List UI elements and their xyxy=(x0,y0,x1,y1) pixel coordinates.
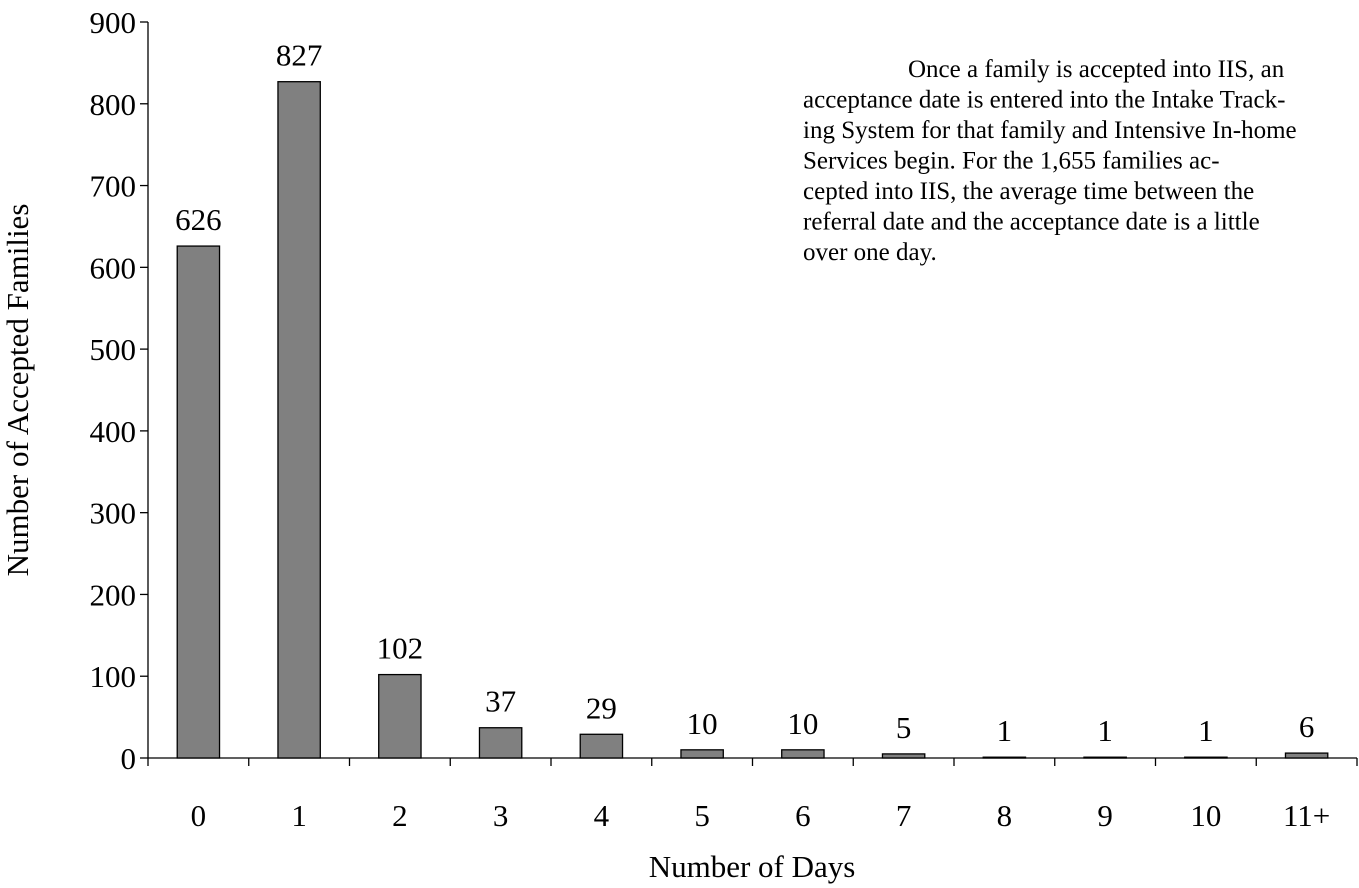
data-label: 1 xyxy=(997,713,1013,748)
x-tick-label: 9 xyxy=(1097,798,1113,833)
bar xyxy=(277,81,321,759)
bar xyxy=(982,756,1027,759)
data-label: 1 xyxy=(1198,713,1214,748)
data-label: 6 xyxy=(1299,709,1315,744)
annotation-line: ing System for that family and Intensive… xyxy=(803,117,1297,144)
y-tick-label: 600 xyxy=(90,250,137,285)
annotation-line: over one day. xyxy=(803,239,937,266)
bar xyxy=(680,749,724,759)
x-tick-label: 11+ xyxy=(1283,798,1330,833)
data-label: 29 xyxy=(586,690,617,725)
data-label: 827 xyxy=(276,38,323,73)
data-label: 37 xyxy=(485,684,516,719)
bar xyxy=(881,753,926,759)
x-tick-label: 8 xyxy=(997,798,1013,833)
annotation-line: Once a family is accepted into IIS, an xyxy=(908,56,1285,83)
y-tick-label: 400 xyxy=(90,414,137,449)
x-tick-label: 6 xyxy=(795,798,811,833)
data-label: 10 xyxy=(787,706,818,741)
y-tick-label: 300 xyxy=(90,496,137,531)
data-label: 626 xyxy=(175,202,222,237)
x-axis-title: Number of Days xyxy=(649,849,856,884)
x-tick-label: 4 xyxy=(594,798,610,833)
bar xyxy=(1184,756,1228,759)
annotation-line: acceptance date is entered into the Inta… xyxy=(803,87,1285,114)
y-tick-label: 500 xyxy=(90,332,137,367)
x-tick-label: 10 xyxy=(1190,798,1221,833)
annotation-line: referral date and the acceptance date is… xyxy=(803,209,1260,236)
annotation-line: cepted into IIS, the average time betwee… xyxy=(803,178,1254,205)
y-axis-title: Number of Accepted Families xyxy=(0,204,35,577)
bar xyxy=(1284,752,1329,759)
bar xyxy=(781,749,825,759)
x-tick-label: 1 xyxy=(291,798,307,833)
data-label: 10 xyxy=(687,706,718,741)
x-tick-label: 2 xyxy=(392,798,408,833)
bar xyxy=(378,673,422,759)
bar xyxy=(478,727,523,759)
data-label: 5 xyxy=(896,710,912,745)
bar xyxy=(579,733,624,759)
x-tick-label: 5 xyxy=(694,798,710,833)
y-tick-label: 200 xyxy=(90,577,137,612)
x-tick-label: 0 xyxy=(191,798,207,833)
annotation-line: Services begin. For the 1,655 families a… xyxy=(803,148,1220,175)
y-tick-label: 700 xyxy=(90,169,137,204)
data-label: 1 xyxy=(1097,713,1113,748)
y-tick-label: 0 xyxy=(121,741,137,776)
y-tick-label: 100 xyxy=(90,659,137,694)
y-tick-label: 800 xyxy=(90,87,137,122)
bar xyxy=(176,245,221,759)
y-tick-label: 900 xyxy=(90,5,137,40)
x-tick-label: 3 xyxy=(493,798,509,833)
bar xyxy=(1083,756,1127,759)
x-tick-label: 7 xyxy=(896,798,912,833)
data-label: 102 xyxy=(377,631,424,666)
